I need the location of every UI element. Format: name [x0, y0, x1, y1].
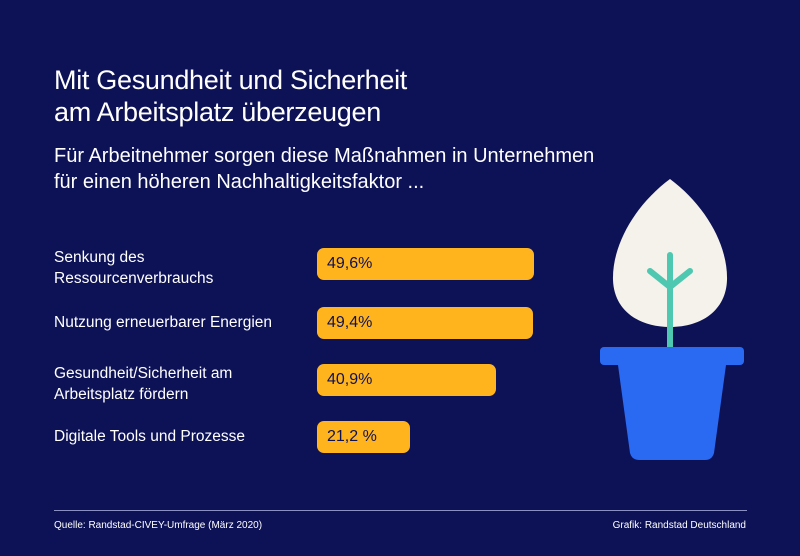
pot-body [618, 365, 726, 460]
bar: 49,4% [317, 307, 534, 339]
bar: 49,6% [317, 248, 535, 280]
category-label: Digitale Tools und Prozesse [54, 428, 245, 445]
data-label: 49,6% [327, 255, 373, 272]
category-label: Gesundheit/Sicherheit am Arbeitsplatz fö… [54, 365, 233, 403]
data-label: 49,4% [327, 314, 373, 331]
chart-title: Mit Gesundheit und Sicherheit am Arbeits… [54, 65, 408, 127]
data-label: 21,2 % [327, 428, 377, 445]
footer-divider [54, 510, 747, 511]
stem-shape [647, 252, 693, 358]
category-label: Nutzung erneuerbarer Energien [54, 314, 272, 331]
bar: 21,2 % [317, 421, 410, 453]
credit-note: Grafik: Randstad Deutschland [612, 520, 746, 531]
chart-subtitle: Für Arbeitnehmer sorgen diese Maßnahmen … [54, 145, 595, 193]
data-label: 40,9% [327, 371, 373, 388]
potted-plant-icon [600, 179, 744, 460]
source-note: Quelle: Randstad-CIVEY-Umfrage (März 202… [54, 520, 263, 531]
category-label: Senkung des Ressourcenverbrauchs [54, 249, 214, 287]
pot-rim [600, 347, 744, 365]
bar: 40,9% [317, 364, 497, 396]
